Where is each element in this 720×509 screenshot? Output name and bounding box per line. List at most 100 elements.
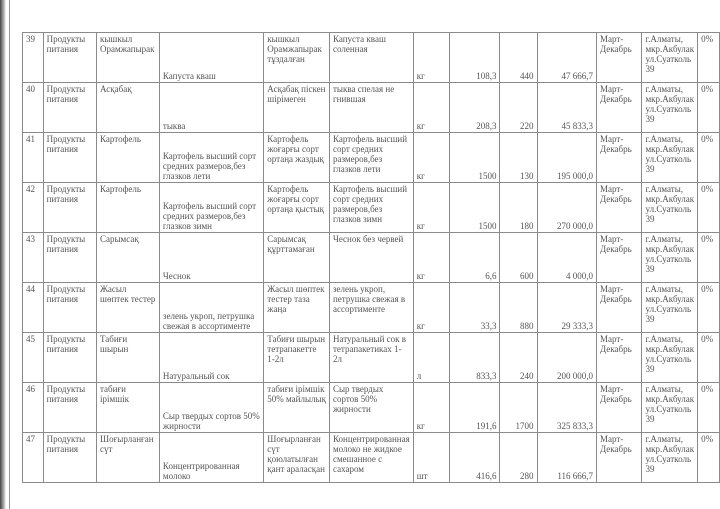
spec-ru-cell: Концентрированная молоко не жидкое смеша… (328, 432, 414, 483)
period-cell: Март-Декабрь (596, 82, 643, 133)
row-number-cell: 47 (22, 432, 44, 483)
unit-cell: кг (412, 232, 451, 283)
table-row: 43 Продукты питания Сарымсақ Чеснок Сарымсақ… (22, 232, 720, 283)
table-row: 41 Продукты питания Картофель Картофель выс… (22, 132, 720, 183)
table-row: 40 Продукты питания Асқабақ тыква Асқабақ пі… (22, 82, 720, 133)
scan-edge (0, 0, 6, 509)
advance-percent-cell: 0% (697, 232, 720, 283)
table-row: 46 Продукты питания табиғи ірімшік Сыр твер… (22, 382, 720, 433)
quantity-cell: 1500 (449, 182, 501, 233)
spec-kz-cell: Жасыл шөптек тестер таза жаңа (263, 282, 330, 333)
unit-cell: кг (412, 282, 451, 333)
advance-percent-cell: 0% (697, 432, 720, 483)
spec-kz-cell: Картофель жоғарғы сорт ортаңа қыстық (263, 182, 330, 233)
row-number-cell: 43 (22, 232, 44, 283)
delivery-place-cell: г.Алматы, мкр.Акбулак ул.Суатколь 39 (641, 232, 699, 283)
advance-percent-cell: 0% (697, 332, 720, 383)
name-kz-cell: кышкыл Орамжапырак (96, 32, 160, 83)
advance-percent-cell: 0% (697, 182, 720, 233)
advance-percent-cell: 0% (697, 82, 720, 133)
advance-percent-cell: 0% (697, 282, 720, 333)
name-kz-cell: Жасыл шөптек тестер (96, 282, 160, 333)
period-cell: Март-Декабрь (596, 332, 643, 383)
delivery-place-cell: г.Алматы, мкр.Акбулак ул.Суатколь 39 (641, 132, 699, 183)
category-cell: Продукты питания (42, 432, 98, 483)
name-kz-cell: Сарымсақ (96, 232, 160, 283)
category-cell: Продукты питания (42, 32, 98, 83)
table-row: 45 Продукты питания Табиғи шырын Натуральны… (22, 332, 720, 383)
price-cell: 880 (499, 282, 538, 333)
name-ru-cell: Чеснок (158, 232, 265, 283)
category-cell: Продукты питания (42, 132, 98, 183)
name-ru-cell: Сыр твердых сортов 50% жирности (158, 382, 265, 433)
price-cell: 440 (499, 32, 538, 83)
row-number-cell: 41 (22, 132, 44, 183)
quantity-cell: 208,3 (449, 82, 501, 133)
name-ru-cell: Натуральный сок (158, 332, 265, 383)
name-ru-cell: зелень укроп, петрушка свежая в ассортим… (158, 282, 265, 333)
spec-ru-cell: Чеснок без червей (328, 232, 414, 283)
advance-percent-cell: 0% (697, 32, 720, 83)
row-number-cell: 40 (22, 82, 44, 133)
delivery-place-cell: г.Алматы, мкр.Акбулак ул.Суатколь 39 (641, 282, 699, 333)
quantity-cell: 6,6 (449, 232, 501, 283)
unit-cell: кг (412, 132, 451, 183)
spec-kz-cell: Асқабақ піскен шірімеген (263, 82, 330, 133)
spec-kz-cell: табиғи ірімшік 50% майлылық (263, 382, 330, 433)
sum-cell: 29 333,3 (536, 282, 598, 333)
spec-kz-cell: Сарымсақ құрттамаған (263, 232, 330, 283)
name-kz-cell: Асқабақ (96, 82, 160, 133)
period-cell: Март-Декабрь (596, 132, 643, 183)
quantity-cell: 1500 (449, 132, 501, 183)
category-cell: Продукты питания (42, 82, 98, 133)
period-cell: Март-Декабрь (596, 432, 643, 483)
advance-percent-cell: 0% (697, 382, 720, 433)
unit-cell: кг (412, 32, 451, 83)
category-cell: Продукты питания (42, 182, 98, 233)
procurement-table: 39 Продукты питания кышкыл Орамжапырак Капу… (22, 32, 720, 483)
period-cell: Март-Декабрь (596, 382, 643, 433)
delivery-place-cell: г.Алматы, мкр.Акбулак ул.Суатколь 39 (641, 332, 699, 383)
sum-cell: 4 000,0 (536, 232, 598, 283)
category-cell: Продукты питания (42, 232, 98, 283)
spec-kz-cell: Шоғырланған сүт қоюлатылған қант араласқ… (263, 432, 330, 483)
price-cell: 280 (499, 432, 538, 483)
scan-edge-line (9, 0, 10, 509)
quantity-cell: 191,6 (449, 382, 501, 433)
spec-ru-cell: Картофель высший сорт средних размеров,б… (328, 182, 414, 233)
spec-kz-cell: Картофель жоғарғы сорт ортаңа жаздық (263, 132, 330, 183)
name-ru-cell: Капуста квaш (158, 32, 265, 83)
sum-cell: 200 000,0 (536, 332, 598, 383)
quantity-cell: 108,3 (449, 32, 501, 83)
period-cell: Март-Декабрь (596, 232, 643, 283)
price-cell: 180 (499, 182, 538, 233)
unit-cell: кг (412, 82, 451, 133)
name-kz-cell: табиғи ірімшік (96, 382, 160, 433)
price-cell: 240 (499, 332, 538, 383)
row-number-cell: 42 (22, 182, 44, 233)
spec-ru-cell: Капуста квaш соленная (328, 32, 414, 83)
name-kz-cell: Табиғи шырын (96, 332, 160, 383)
category-cell: Продукты питания (42, 282, 98, 333)
period-cell: Март-Декабрь (596, 282, 643, 333)
name-ru-cell: Картофель высший сорт средних размеров,б… (158, 132, 265, 183)
unit-cell: кг (412, 382, 451, 433)
category-cell: Продукты питания (42, 382, 98, 433)
period-cell: Март-Декабрь (596, 32, 643, 83)
delivery-place-cell: г.Алматы, мкр.Акбулак ул.Суатколь 39 (641, 82, 699, 133)
name-kz-cell: Картофель (96, 132, 160, 183)
sum-cell: 270 000,0 (536, 182, 598, 233)
unit-cell: кг (412, 182, 451, 233)
price-cell: 130 (499, 132, 538, 183)
advance-percent-cell: 0% (697, 132, 720, 183)
quantity-cell: 416,6 (449, 432, 501, 483)
table-row: 44 Продукты питания Жасыл шөптек тестер зел… (22, 282, 720, 333)
quantity-cell: 33,3 (449, 282, 501, 333)
delivery-place-cell: г.Алматы, мкр.Акбулак ул.Суатколь 39 (641, 382, 699, 433)
unit-cell: л (412, 332, 451, 383)
row-number-cell: 39 (22, 32, 44, 83)
category-cell: Продукты питания (42, 332, 98, 383)
spec-ru-cell: Картофель высший сорт средних размеров,б… (328, 132, 414, 183)
spec-ru-cell: зелень укроп, петрушка свежая в ассортим… (328, 282, 414, 333)
table-row: 42 Продукты питания Картофель Картофель выс… (22, 182, 720, 233)
